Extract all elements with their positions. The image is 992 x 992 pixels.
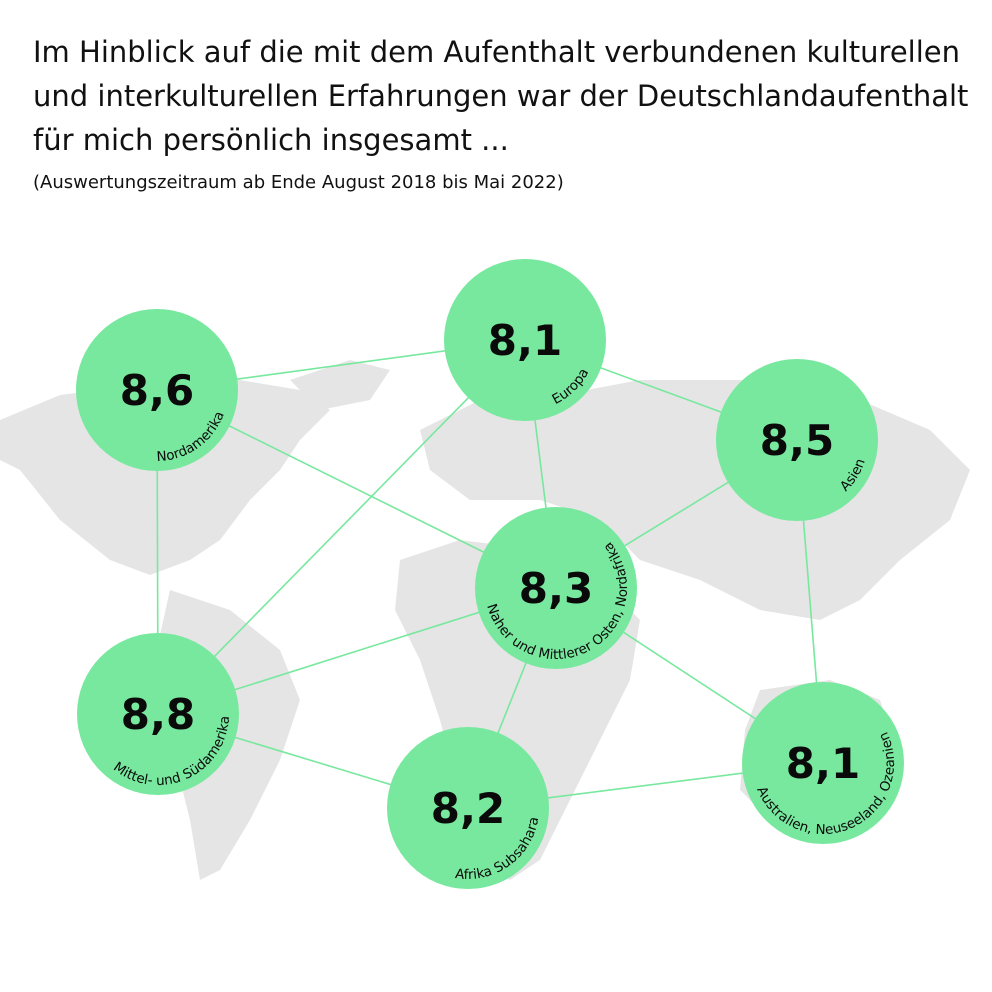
region-circle	[444, 259, 606, 421]
region-circle	[76, 309, 238, 471]
title: Im Hinblick auf die mit dem Aufenthalt v…	[33, 35, 969, 157]
continent-shape	[290, 360, 390, 410]
region-value: 8,8	[121, 690, 195, 739]
region-value: 8,6	[120, 366, 194, 415]
link-eu-sa	[157, 339, 526, 715]
region-circle	[387, 727, 549, 889]
region-circle	[77, 633, 239, 795]
region-value: 8,1	[488, 316, 562, 365]
region-value: 8,5	[760, 416, 834, 465]
region-value: 8,1	[786, 739, 860, 788]
region-value: 8,2	[431, 784, 505, 833]
region-value: 8,3	[519, 564, 593, 613]
subtitle: (Auswertungszeitraum ab Ende August 2018…	[33, 172, 564, 193]
continent-shape	[0, 380, 330, 575]
region-circle	[742, 682, 904, 844]
region-circle	[475, 507, 637, 669]
region-circle	[716, 359, 878, 521]
